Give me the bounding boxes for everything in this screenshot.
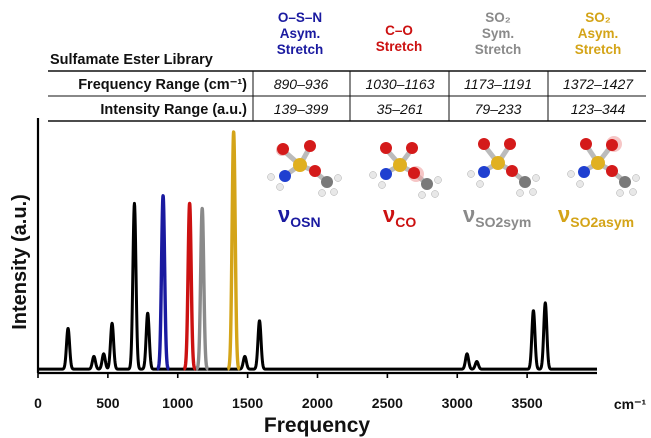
- column-header-so2sym-line1: SO₂: [485, 10, 511, 25]
- summary-table: Sulfamate Ester Library O–S–N Asym. Stre…: [48, 10, 646, 122]
- mode-label-osn: νOSN: [278, 202, 321, 230]
- spectrum-chart: 0 500 1000 1500 2000 2500 3000 3500 Intensity (…: [9, 118, 646, 437]
- library-label: Sulfamate Ester Library: [50, 52, 213, 68]
- series-peak-1-0: [155, 194, 171, 371]
- column-header-co-line1: C–O: [385, 23, 413, 38]
- mode-labels: νOSN νCO νSO2sym νSO2asym: [278, 202, 634, 230]
- cell-freq-so2asym: 1372–1427: [563, 76, 634, 92]
- molecule-so2asym: [567, 136, 640, 197]
- mode-label-co: νCO: [383, 202, 416, 230]
- row-label-frequency: Frequency Range (cm⁻¹): [78, 77, 247, 93]
- x-tick-label-0: 0: [34, 395, 42, 411]
- molecule-co: [369, 142, 442, 199]
- mode-label-so2sym: νSO2sym: [463, 202, 531, 230]
- column-header-so2sym-line3: Stretch: [475, 42, 522, 57]
- column-header-osn-line2: Asym.: [280, 26, 321, 41]
- x-tick-label-1000: 1000: [162, 395, 193, 411]
- column-header-so2sym: SO₂ Sym. Stretch: [475, 10, 522, 57]
- series-layer: [36, 130, 599, 371]
- cell-int-so2sym: 79–233: [475, 101, 522, 117]
- mode-label-osn-symbol: ν: [278, 202, 290, 227]
- column-header-so2asym-line3: Stretch: [575, 42, 622, 57]
- x-axis-title: Frequency: [264, 414, 371, 437]
- row-label-intensity: Intensity Range (a.u.): [100, 102, 247, 118]
- series-peak-2-0: [181, 201, 198, 371]
- cell-int-co: 35–261: [377, 101, 424, 117]
- column-header-osn-line3: Stretch: [277, 42, 324, 57]
- x-tick-label-500: 500: [96, 395, 120, 411]
- mode-label-co-sub: CO: [395, 214, 416, 230]
- column-header-osn-line1: O–S–N: [278, 10, 322, 25]
- cell-freq-so2sym: 1173–1191: [464, 76, 532, 92]
- column-header-so2asym-line1: SO₂: [585, 10, 611, 25]
- column-header-co-line2: Stretch: [376, 39, 423, 54]
- x-tick-label-2000: 2000: [302, 395, 333, 411]
- mode-label-osn-sub: OSN: [290, 214, 320, 230]
- y-axis-title: Intensity (a.u.): [9, 194, 31, 330]
- x-tick-label-3500: 3500: [512, 395, 543, 411]
- series-peak-3-0: [194, 206, 210, 371]
- x-tick-label-3000: 3000: [442, 395, 473, 411]
- axes-layer: 0 500 1000 1500 2000 2500 3000 3500: [34, 118, 597, 411]
- mode-label-so2asym-sub: SO2asym: [570, 214, 634, 230]
- series-line-spectrum: [36, 201, 599, 371]
- cell-int-osn: 139–399: [274, 101, 329, 117]
- cell-freq-co: 1030–1163: [365, 76, 434, 92]
- molecule-illustrations: [267, 136, 640, 199]
- x-tick-label-2500: 2500: [372, 395, 403, 411]
- molecule-osn: [267, 140, 342, 197]
- molecule-so2sym: [467, 138, 540, 197]
- mode-label-so2asym: νSO2asym: [558, 202, 634, 230]
- cell-freq-osn: 890–936: [274, 76, 329, 92]
- mode-label-so2sym-sub: SO2sym: [475, 214, 531, 230]
- column-header-so2asym: SO₂ Asym. Stretch: [575, 10, 622, 57]
- cell-int-so2asym: 123–344: [571, 101, 626, 117]
- x-axis-unit: cm⁻¹: [614, 396, 647, 412]
- column-header-osn: O–S–N Asym. Stretch: [277, 10, 324, 57]
- mode-label-co-symbol: ν: [383, 202, 395, 227]
- column-header-co: C–O Stretch: [376, 23, 423, 54]
- column-header-so2sym-line2: Sym.: [482, 26, 514, 41]
- x-tick-label-1500: 1500: [232, 395, 263, 411]
- mode-label-so2sym-symbol: ν: [463, 202, 475, 227]
- series-peak-4-0: [225, 130, 242, 371]
- mode-label-so2asym-symbol: ν: [558, 202, 570, 227]
- column-header-so2asym-line2: Asym.: [578, 26, 619, 41]
